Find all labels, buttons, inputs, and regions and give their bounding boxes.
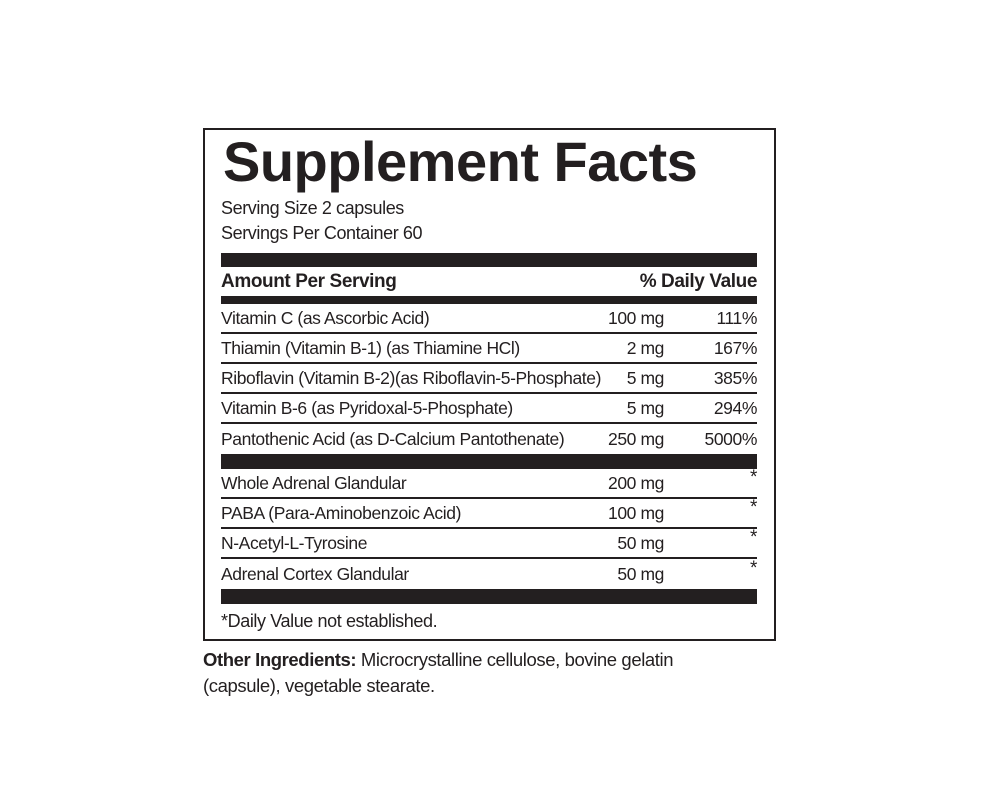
serving-size: Serving Size 2 capsules [221,198,404,218]
nutrient-amount: 50 mg [617,563,664,584]
nutrient-daily-value: * [750,467,757,488]
panel-title: Supplement Facts [223,130,698,193]
divider-bar-header [221,296,757,304]
nutrient-daily-value: * [750,497,757,518]
divider-bar-bottom [221,589,757,604]
nutrient-name: PABA (Para-Aminobenzoic Acid) [221,502,461,523]
nutrients-section-proprietary: Whole Adrenal Glandular 200 mg * PABA (P… [221,467,757,589]
nutrient-amount: 250 mg [608,428,664,449]
nutrient-name: Vitamin C (as Ascorbic Acid) [221,307,430,328]
table-row: N-Acetyl-L-Tyrosine 50 mg * [221,527,757,559]
column-header-amount: Amount Per Serving [221,270,397,292]
nutrient-name: Vitamin B-6 (as Pyridoxal-5-Phosphate) [221,397,513,418]
divider-bar-top [221,253,757,267]
nutrient-amount: 5 mg [626,397,665,418]
nutrient-daily-value: 385% [713,367,758,388]
nutrient-amount: 100 mg [608,307,664,328]
nutrient-daily-value: 111% [716,307,757,328]
table-row: PABA (Para-Aminobenzoic Acid) 100 mg * [221,497,757,529]
divider-bar-middle [221,454,757,469]
nutrient-name: N-Acetyl-L-Tyrosine [221,532,368,553]
other-ingredients: Other Ingredients: Microcrystalline cell… [203,647,725,699]
nutrients-section-vitamins: Vitamin C (as Ascorbic Acid) 100 mg 111%… [221,304,757,454]
nutrient-daily-value: * [750,527,757,548]
serving-info: Serving Size 2 capsules Servings Per Con… [221,196,757,246]
table-row: Riboflavin (Vitamin B-2)(as Riboflavin-5… [221,364,757,394]
column-header-row: Amount Per Serving % Daily Value [221,267,757,296]
nutrient-daily-value: 5000% [704,428,758,449]
table-row: Adrenal Cortex Glandular 50 mg * [221,558,757,589]
table-row: Vitamin B-6 (as Pyridoxal-5-Phosphate) 5… [221,394,757,424]
nutrient-name: Riboflavin (Vitamin B-2)(as Riboflavin-5… [221,367,602,388]
nutrient-daily-value: 294% [713,397,758,418]
table-row: Thiamin (Vitamin B-1) (as Thiamine HCl) … [221,334,757,364]
table-row: Pantothenic Acid (as D-Calcium Pantothen… [221,424,757,454]
nutrient-name: Whole Adrenal Glandular [221,472,407,493]
other-ingredients-label: Other Ingredients: [203,649,357,670]
nutrient-daily-value: 167% [713,337,758,358]
nutrient-name: Pantothenic Acid (as D-Calcium Pantothen… [221,428,565,449]
nutrient-amount: 200 mg [608,472,664,493]
nutrient-name: Adrenal Cortex Glandular [221,563,409,584]
column-header-daily-value: % Daily Value [639,270,758,292]
table-row: Vitamin C (as Ascorbic Acid) 100 mg 111% [221,304,757,334]
other-ingredients-text: Microcrystalline cellulose, bovine gelat… [203,649,674,696]
nutrient-amount: 5 mg [626,367,665,388]
servings-per-container: Servings Per Container 60 [221,223,423,243]
table-row: Whole Adrenal Glandular 200 mg * [221,467,757,499]
nutrient-amount: 2 mg [626,337,665,358]
nutrient-amount: 50 mg [617,532,664,553]
daily-value-footnote: *Daily Value not established. [221,611,438,631]
nutrient-amount: 100 mg [608,502,664,523]
nutrient-name: Thiamin (Vitamin B-1) (as Thiamine HCl) [221,337,520,358]
supplement-facts-panel: Supplement Facts Serving Size 2 capsules… [203,128,776,641]
nutrient-daily-value: * [750,558,757,579]
